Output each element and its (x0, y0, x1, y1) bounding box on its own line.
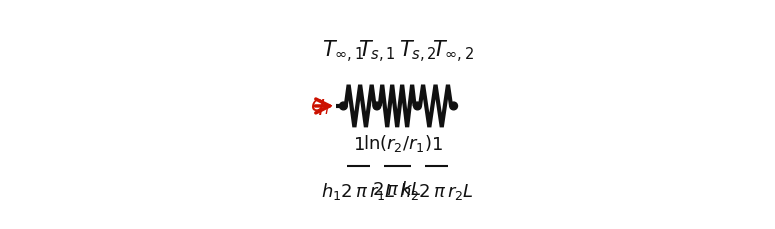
Text: $h_1 2\,\pi\, r_1 L$: $h_1 2\,\pi\, r_1 L$ (321, 181, 396, 202)
Text: $2\,\pi\, k L$: $2\,\pi\, k L$ (373, 181, 422, 199)
Text: $1$: $1$ (431, 136, 443, 154)
Text: $T_{s,1}$: $T_{s,1}$ (358, 39, 396, 65)
Text: $T_{s,2}$: $T_{s,2}$ (398, 39, 436, 65)
Text: $\mathrm{ln}(r_2/r_1)$: $\mathrm{ln}(r_2/r_1)$ (363, 134, 432, 154)
Text: $h_2 2\,\pi\, r_2 L$: $h_2 2\,\pi\, r_2 L$ (399, 181, 474, 202)
Circle shape (414, 102, 422, 110)
Text: $1$: $1$ (353, 136, 364, 154)
Circle shape (339, 102, 347, 110)
Text: $T_{\infty,1}$: $T_{\infty,1}$ (322, 39, 364, 65)
Circle shape (449, 102, 457, 110)
Text: $q_r$: $q_r$ (310, 95, 333, 117)
Circle shape (373, 102, 381, 110)
Text: $T_{\infty,2}$: $T_{\infty,2}$ (432, 39, 475, 65)
